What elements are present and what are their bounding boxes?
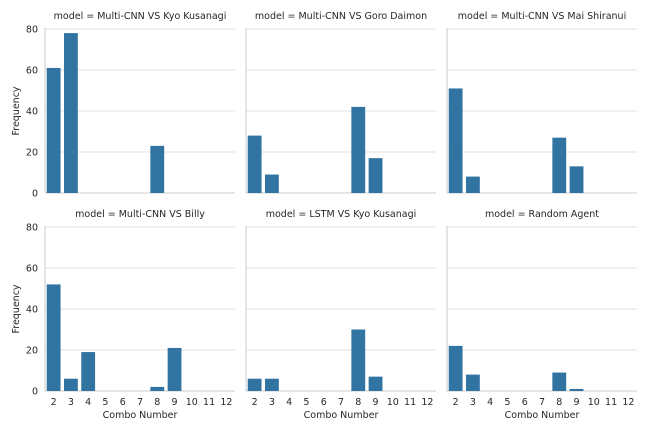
x-tick-label: 11 [605, 397, 617, 408]
x-axis-label: Combo Number [304, 410, 379, 421]
bar-2 [448, 88, 463, 193]
x-tick-label: 4 [487, 397, 493, 408]
x-tick-label: 10 [588, 397, 600, 408]
y-tick-label: 80 [26, 223, 38, 234]
bar-3 [466, 176, 480, 193]
y-tick-label: 60 [26, 66, 38, 77]
x-tick-label: 7 [338, 397, 344, 408]
x-tick-label: 7 [539, 397, 545, 408]
bar-8 [351, 329, 366, 391]
x-tick-label: 8 [154, 397, 160, 408]
x-tick-label: 5 [303, 397, 309, 408]
bar-8 [351, 106, 366, 193]
panel-title: model = Multi-CNN VS Goro Daimon [255, 11, 427, 22]
bar-9 [569, 388, 584, 391]
x-tick-label: 4 [85, 397, 91, 408]
x-tick-label: 5 [504, 397, 510, 408]
x-tick-label: 6 [120, 397, 126, 408]
y-tick-label: 0 [32, 387, 38, 398]
bar-2 [247, 378, 262, 391]
x-tick-label: 11 [203, 397, 215, 408]
bar-8 [150, 386, 165, 391]
x-tick-label: 12 [220, 397, 232, 408]
bar-9 [368, 376, 383, 391]
bar-2 [247, 135, 262, 193]
x-tick-label: 10 [387, 397, 399, 408]
x-tick-label: 5 [102, 397, 108, 408]
bar-9 [569, 166, 584, 193]
x-tick-label: 7 [137, 397, 143, 408]
panel-title: model = Random Agent [485, 209, 599, 220]
x-tick-label: 9 [574, 397, 580, 408]
x-tick-label: 3 [269, 397, 275, 408]
bar-3 [265, 378, 279, 391]
x-tick-label: 11 [404, 397, 416, 408]
y-tick-label: 80 [26, 25, 38, 36]
y-tick-label: 20 [26, 148, 38, 159]
x-tick-label: 2 [453, 397, 459, 408]
y-tick-label: 60 [26, 264, 38, 275]
x-tick-label: 3 [470, 397, 476, 408]
x-tick-label: 10 [186, 397, 198, 408]
y-axis-label: Frequency [11, 284, 22, 333]
x-tick-label: 6 [522, 397, 528, 408]
x-tick-label: 12 [622, 397, 634, 408]
bar-3 [64, 33, 78, 193]
y-axis-label: Frequency [11, 86, 22, 135]
bar-3 [265, 174, 279, 193]
y-tick-label: 40 [26, 107, 38, 118]
bar-2 [448, 345, 463, 391]
x-tick-label: 9 [373, 397, 379, 408]
bar-9 [167, 347, 182, 391]
x-tick-label: 4 [286, 397, 292, 408]
x-tick-label: 2 [51, 397, 57, 408]
bar-8 [552, 137, 567, 193]
x-tick-label: 6 [321, 397, 327, 408]
y-tick-label: 40 [26, 305, 38, 316]
panel-title: model = Multi-CNN VS Mai Shiranui [458, 11, 626, 22]
x-axis-label: Combo Number [103, 410, 178, 421]
x-tick-label: 8 [556, 397, 562, 408]
x-tick-label: 12 [421, 397, 433, 408]
panel-title: model = LSTM VS Kyo Kusanagi [266, 209, 417, 220]
bar-9 [368, 158, 383, 193]
y-tick-label: 20 [26, 346, 38, 357]
panel-title: model = Multi-CNN VS Kyo Kusanagi [54, 11, 227, 22]
bar-8 [150, 145, 165, 193]
x-tick-label: 8 [355, 397, 361, 408]
bar-2 [46, 67, 61, 193]
bar-2 [46, 284, 61, 391]
bar-3 [64, 378, 78, 391]
x-axis-label: Combo Number [505, 410, 580, 421]
bar-8 [552, 372, 567, 391]
bar-3 [466, 374, 480, 391]
x-tick-label: 2 [252, 397, 258, 408]
bar-4 [81, 352, 96, 391]
x-tick-label: 9 [172, 397, 178, 408]
x-tick-label: 3 [68, 397, 74, 408]
panel-title: model = Multi-CNN VS Billy [75, 209, 205, 220]
y-tick-label: 0 [32, 189, 38, 200]
